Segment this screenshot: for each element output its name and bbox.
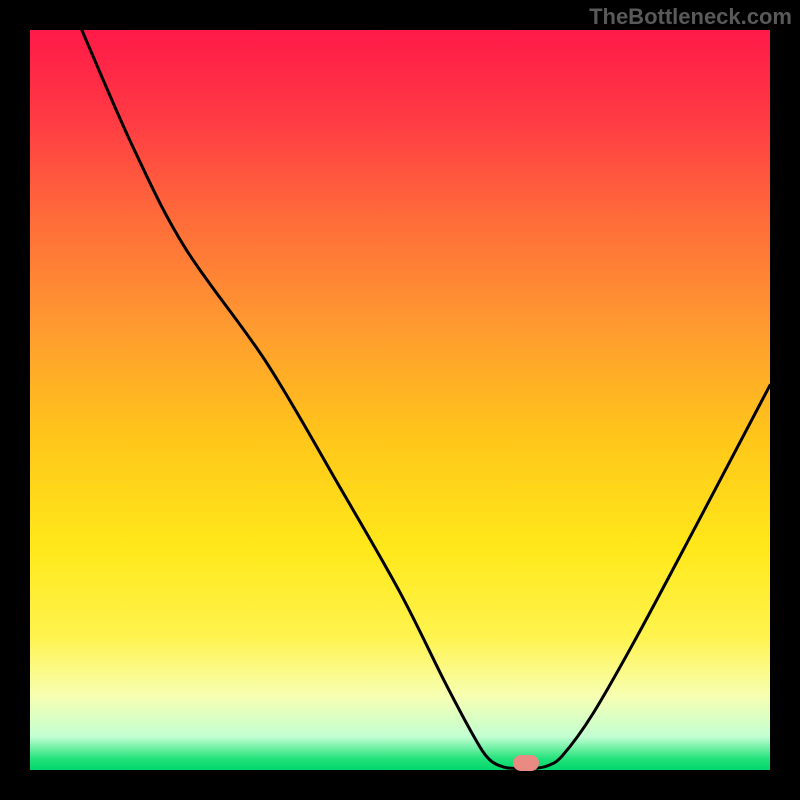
gradient-rect (30, 30, 770, 770)
watermark-text: TheBottleneck.com (589, 4, 792, 30)
plot-area (30, 30, 770, 770)
chart-root: { "meta": { "watermark": "TheBottleneck.… (0, 0, 800, 800)
gradient-svg (30, 30, 770, 770)
optimal-marker (513, 755, 539, 771)
